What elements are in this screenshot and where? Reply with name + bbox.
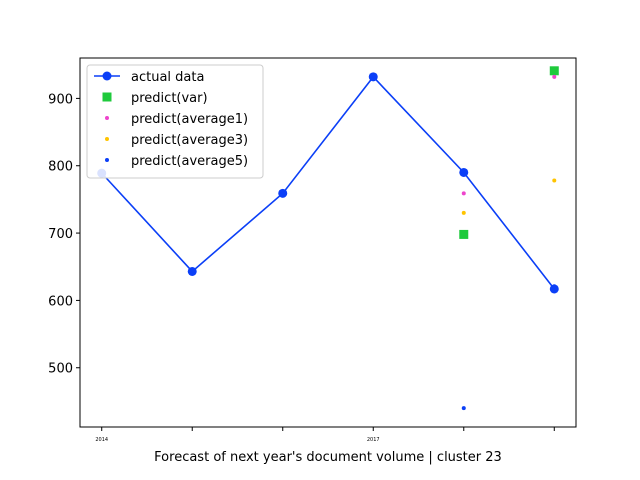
- data-point: [459, 229, 469, 239]
- series-line: [101, 75, 555, 290]
- legend-item: predict(var): [102, 91, 208, 106]
- data-point: [187, 266, 197, 276]
- legend-marker: [105, 158, 109, 162]
- legend-marker: [105, 116, 109, 120]
- legend-marker: [102, 71, 112, 81]
- x-axis-label: Forecast of next year's document volume …: [154, 450, 502, 465]
- legend-label: predict(average5): [131, 154, 248, 169]
- x-axis: 2014 2017: [95, 427, 555, 443]
- legend-marker: [105, 137, 109, 141]
- legend: actual data predict(var) predict(average1)…: [86, 64, 264, 179]
- legend-label: predict(var): [131, 91, 208, 106]
- legend-marker: [102, 92, 112, 102]
- data-point: [461, 406, 466, 411]
- y-tick-label: 900: [48, 92, 73, 107]
- y-axis: 500 600 700 800 900: [48, 92, 80, 377]
- data-point: [552, 178, 557, 183]
- y-tick-label: 800: [48, 160, 73, 175]
- legend-item: predict(average5): [105, 154, 248, 169]
- series-3: [461, 178, 557, 215]
- data-point: [461, 210, 466, 215]
- legend-label: actual data: [131, 70, 204, 85]
- legend-label: predict(average1): [131, 112, 248, 127]
- data-point: [461, 191, 466, 196]
- data-point: [459, 167, 469, 177]
- plot-frame: [79, 57, 577, 428]
- y-tick-label: 700: [48, 227, 73, 242]
- series-4: [461, 284, 557, 411]
- x-tick-label: 2014: [95, 437, 108, 443]
- legend-item: actual data: [94, 70, 204, 85]
- series-1: [459, 66, 559, 239]
- x-tick-label: 2017: [367, 437, 380, 443]
- legend-box: [86, 64, 264, 179]
- y-tick-label: 500: [48, 362, 73, 377]
- legend-label: predict(average3): [131, 133, 248, 148]
- y-tick-label: 600: [48, 294, 73, 309]
- data-point: [549, 284, 559, 294]
- data-point: [552, 74, 557, 79]
- data-point: [552, 284, 557, 289]
- legend-item: predict(average3): [105, 133, 248, 148]
- data-point: [549, 66, 559, 76]
- data-point: [368, 72, 378, 82]
- data-point: [278, 188, 288, 198]
- legend-item: predict(average1): [105, 112, 248, 127]
- series-2: [461, 74, 557, 196]
